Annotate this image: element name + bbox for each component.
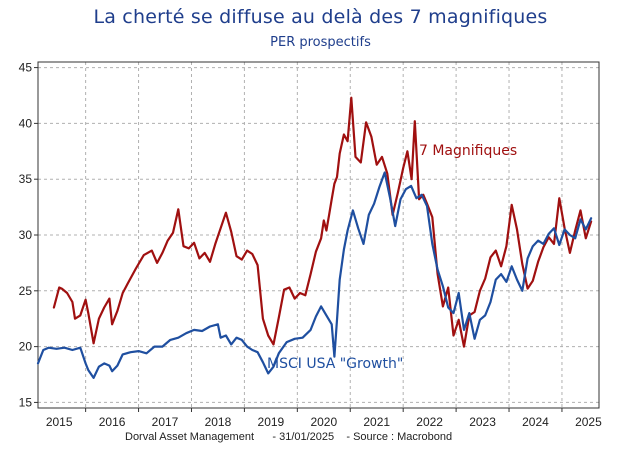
series (36, 96, 593, 379)
x-tick-label: 2022 (416, 415, 443, 429)
x-tick-label: 2015 (46, 415, 73, 429)
x-tick-label: 2024 (522, 415, 549, 429)
annotation-seven-magnificent: 7 Magnifiques (419, 143, 517, 159)
series-line-seven-magnificent (52, 96, 593, 348)
y-tick-label: 35 (19, 172, 33, 186)
footer-source-org: Dorval Asset Management (125, 431, 255, 443)
x-tick-label: 2025 (575, 415, 602, 429)
x-axis: 2015 2016 2017 2018 2019 2020 2021 2022 2023 2024… (46, 408, 602, 429)
chart-footer: Dorval Asset Management - 31/01/2025 - S… (125, 431, 453, 443)
y-tick-label: 25 (19, 284, 33, 298)
y-axis: 15 20 25 30 35 40 45 (19, 61, 38, 409)
x-tick-label: 2017 (152, 415, 179, 429)
x-tick-label: 2021 (363, 415, 390, 429)
y-tick-label: 15 (19, 395, 33, 409)
footer-source: Source : Macrobond (353, 431, 453, 443)
y-tick-label: 30 (19, 228, 33, 242)
x-tick-label: 2016 (99, 415, 126, 429)
annotation-msci-growth: MSCI USA "Growth" (267, 356, 403, 372)
x-tick-label: 2020 (310, 415, 337, 429)
y-tick-label: 45 (19, 61, 33, 75)
y-tick-label: 40 (19, 116, 33, 130)
x-tick-label: 2019 (258, 415, 285, 429)
series-line-msci-growth (36, 171, 593, 379)
x-tick-label: 2018 (205, 415, 232, 429)
footer-date: 31/01/2025 (279, 431, 335, 443)
chart-subtitle: PER prospectifs (270, 35, 371, 50)
y-tick-label: 20 (19, 340, 33, 354)
chart-title: La cherté se diffuse au delà des 7 magni… (93, 6, 548, 28)
x-tick-label: 2023 (469, 415, 496, 429)
